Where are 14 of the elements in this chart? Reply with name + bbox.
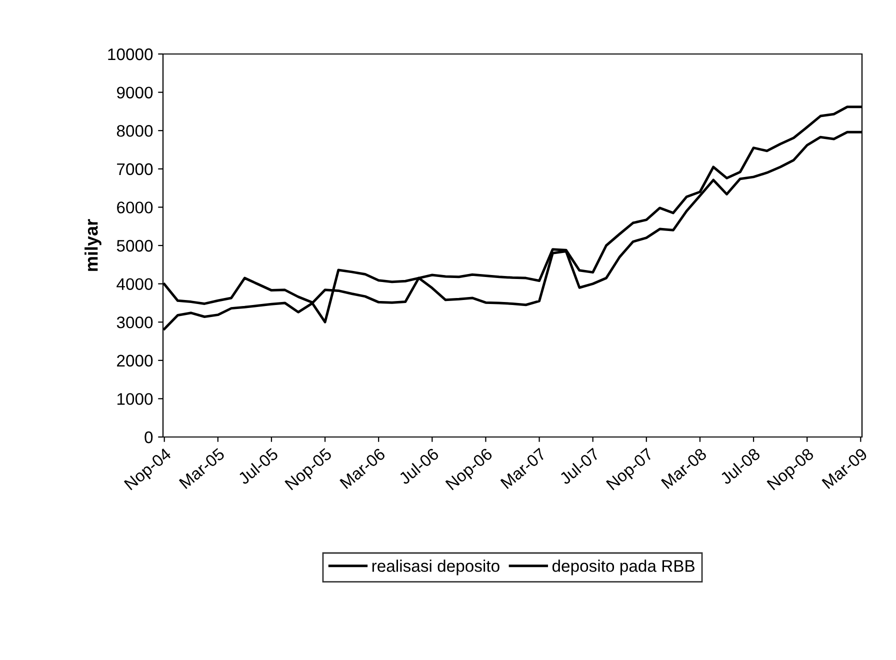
y-tick-label: 10000 (108, 48, 153, 60)
y-tick-label: 0 (144, 431, 153, 444)
y-tick-label: 9000 (116, 86, 153, 99)
y-tick-label: 5000 (116, 240, 153, 252)
y-tick-label: 2000 (117, 354, 153, 367)
y-tick-label: 8000 (116, 125, 153, 137)
legend-label: deposito pada RBB (552, 560, 694, 576)
y-tick-label: 3000 (116, 316, 153, 328)
legend-label: realisasi deposito (372, 560, 500, 576)
y-tick-label: 1000 (117, 393, 153, 405)
y-axis-title: milyar (84, 219, 102, 271)
y-tick-label: 7000 (117, 163, 153, 176)
y-tick-label: 6000 (117, 202, 153, 214)
y-tick-label: 4000 (116, 278, 153, 290)
